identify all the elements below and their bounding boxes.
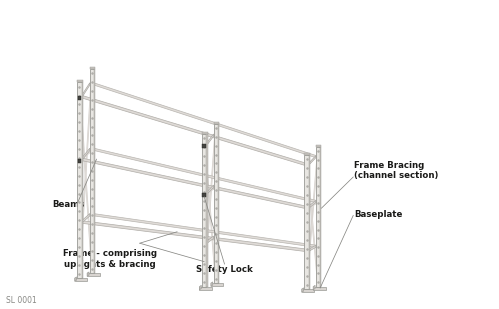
Bar	[202, 193, 206, 197]
Bar	[304, 154, 308, 289]
Polygon shape	[301, 288, 303, 292]
Polygon shape	[308, 156, 316, 165]
Bar	[218, 124, 219, 283]
Polygon shape	[75, 277, 77, 281]
Text: Safety Lock: Safety Lock	[196, 265, 253, 274]
Polygon shape	[82, 221, 304, 252]
Text: Frame Bracing
(channel section): Frame Bracing (channel section)	[354, 161, 439, 180]
Bar	[77, 159, 81, 163]
Bar	[211, 283, 224, 286]
Polygon shape	[313, 285, 315, 290]
Text: Frame - comprising
uprights & bracing: Frame - comprising uprights & bracing	[63, 249, 157, 269]
Bar	[90, 69, 94, 273]
Bar	[202, 132, 208, 133]
Bar	[308, 154, 310, 289]
Polygon shape	[207, 236, 214, 244]
Bar	[77, 80, 83, 82]
Bar	[202, 133, 207, 286]
Bar	[301, 289, 314, 292]
Bar	[214, 124, 218, 283]
Bar	[320, 146, 321, 286]
Polygon shape	[82, 214, 90, 223]
Bar	[207, 133, 208, 286]
Text: Baseplate: Baseplate	[354, 210, 403, 219]
Bar	[313, 286, 326, 290]
Text: Beams: Beams	[52, 200, 85, 209]
Polygon shape	[82, 158, 304, 208]
Bar	[75, 278, 87, 281]
Polygon shape	[308, 201, 316, 208]
Bar	[82, 82, 83, 278]
Bar	[199, 286, 212, 290]
Polygon shape	[82, 95, 304, 165]
Bar	[304, 153, 310, 154]
Polygon shape	[207, 185, 214, 195]
Bar	[214, 122, 219, 124]
Bar	[90, 67, 95, 69]
Polygon shape	[308, 245, 316, 252]
Polygon shape	[199, 285, 201, 290]
Bar	[87, 273, 100, 276]
Polygon shape	[207, 134, 214, 146]
Bar	[77, 82, 82, 278]
Bar	[94, 69, 95, 273]
Polygon shape	[94, 148, 316, 202]
Bar	[316, 145, 321, 146]
Text: SL 0001: SL 0001	[6, 296, 37, 305]
Polygon shape	[94, 83, 316, 158]
Polygon shape	[94, 214, 316, 248]
Bar	[77, 96, 81, 100]
Polygon shape	[82, 83, 90, 98]
Polygon shape	[87, 272, 89, 276]
Polygon shape	[211, 282, 213, 286]
Bar	[316, 146, 320, 286]
Bar	[202, 144, 206, 148]
Polygon shape	[82, 148, 90, 161]
